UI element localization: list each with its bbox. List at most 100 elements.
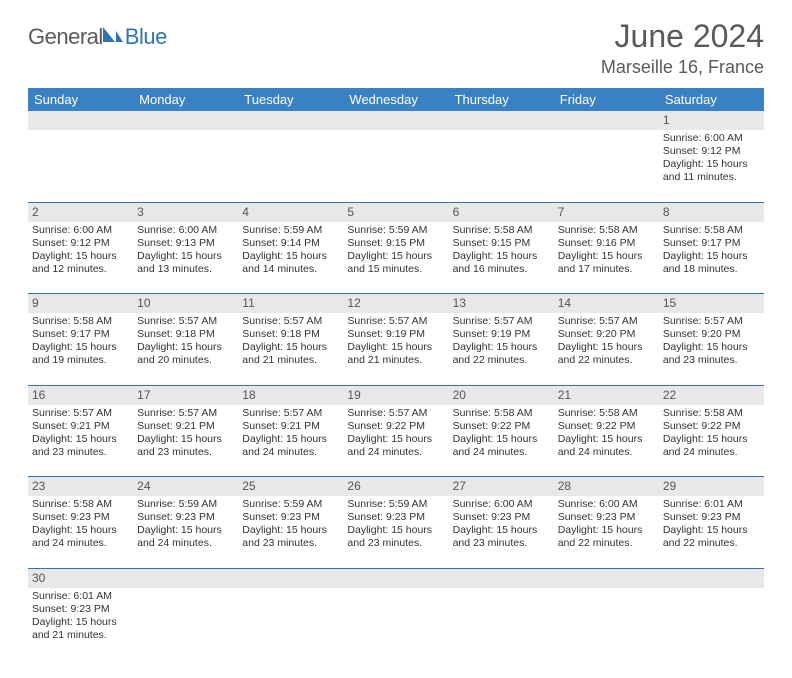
daylight-text: and 11 minutes.: [663, 171, 760, 184]
day-number: 2: [28, 202, 133, 222]
day-number: [343, 111, 448, 130]
day-number: 14: [554, 294, 659, 314]
daylight-text: Daylight: 15 hours: [347, 524, 444, 537]
daylight-text: and 24 minutes.: [558, 446, 655, 459]
daylight-text: Daylight: 15 hours: [242, 524, 339, 537]
day-number: 3: [133, 202, 238, 222]
daylight-text: and 23 minutes.: [453, 537, 550, 550]
day-number: 10: [133, 294, 238, 314]
daylight-text: and 23 minutes.: [137, 446, 234, 459]
daylight-text: and 14 minutes.: [242, 263, 339, 276]
day-number: 30: [28, 568, 133, 588]
daylight-text: Daylight: 15 hours: [32, 433, 129, 446]
day-cell: Sunrise: 6:01 AMSunset: 9:23 PMDaylight:…: [659, 496, 764, 568]
daynum-row: 23242526272829: [28, 477, 764, 497]
sunset-text: Sunset: 9:22 PM: [347, 420, 444, 433]
daylight-text: Daylight: 15 hours: [663, 433, 760, 446]
day-cell: Sunrise: 5:59 AMSunset: 9:15 PMDaylight:…: [343, 222, 448, 294]
day-number: 17: [133, 385, 238, 405]
daylight-text: and 24 minutes.: [347, 446, 444, 459]
day-number: 19: [343, 385, 448, 405]
sunrise-text: Sunrise: 5:58 AM: [558, 407, 655, 420]
sunset-text: Sunset: 9:23 PM: [663, 511, 760, 524]
day-cell: Sunrise: 6:00 AMSunset: 9:23 PMDaylight:…: [449, 496, 554, 568]
daylight-text: Daylight: 15 hours: [137, 341, 234, 354]
sunset-text: Sunset: 9:19 PM: [453, 328, 550, 341]
day-number: 20: [449, 385, 554, 405]
location: Marseille 16, France: [601, 57, 764, 78]
sunset-text: Sunset: 9:19 PM: [347, 328, 444, 341]
sunset-text: Sunset: 9:20 PM: [663, 328, 760, 341]
day-number: 26: [343, 477, 448, 497]
day-number: 15: [659, 294, 764, 314]
col-wednesday: Wednesday: [343, 88, 448, 111]
day-cell: Sunrise: 5:58 AMSunset: 9:22 PMDaylight:…: [659, 405, 764, 477]
day-cell: [238, 130, 343, 202]
day-cell: Sunrise: 5:57 AMSunset: 9:20 PMDaylight:…: [659, 313, 764, 385]
sunset-text: Sunset: 9:17 PM: [663, 237, 760, 250]
day-row: Sunrise: 6:00 AMSunset: 9:12 PMDaylight:…: [28, 130, 764, 202]
day-cell: [343, 588, 448, 660]
daylight-text: and 13 minutes.: [137, 263, 234, 276]
sunrise-text: Sunrise: 6:00 AM: [32, 224, 129, 237]
sunset-text: Sunset: 9:16 PM: [558, 237, 655, 250]
day-cell: Sunrise: 5:57 AMSunset: 9:21 PMDaylight:…: [133, 405, 238, 477]
day-cell: Sunrise: 5:59 AMSunset: 9:23 PMDaylight:…: [133, 496, 238, 568]
daylight-text: and 12 minutes.: [32, 263, 129, 276]
day-number: 18: [238, 385, 343, 405]
day-number: 5: [343, 202, 448, 222]
daylight-text: Daylight: 15 hours: [32, 524, 129, 537]
day-cell: [554, 130, 659, 202]
day-row: Sunrise: 5:58 AMSunset: 9:23 PMDaylight:…: [28, 496, 764, 568]
day-cell: Sunrise: 5:57 AMSunset: 9:18 PMDaylight:…: [238, 313, 343, 385]
daylight-text: and 23 minutes.: [347, 537, 444, 550]
daylight-text: and 21 minutes.: [347, 354, 444, 367]
day-number: [554, 568, 659, 588]
day-number: [238, 111, 343, 130]
daylight-text: and 24 minutes.: [242, 446, 339, 459]
day-cell: Sunrise: 5:57 AMSunset: 9:21 PMDaylight:…: [238, 405, 343, 477]
sunset-text: Sunset: 9:15 PM: [453, 237, 550, 250]
day-number: [449, 111, 554, 130]
daylight-text: Daylight: 15 hours: [137, 524, 234, 537]
col-thursday: Thursday: [449, 88, 554, 111]
day-cell: Sunrise: 5:57 AMSunset: 9:21 PMDaylight:…: [28, 405, 133, 477]
sunset-text: Sunset: 9:22 PM: [453, 420, 550, 433]
daylight-text: Daylight: 15 hours: [663, 158, 760, 171]
sunset-text: Sunset: 9:17 PM: [32, 328, 129, 341]
day-cell: Sunrise: 5:58 AMSunset: 9:15 PMDaylight:…: [449, 222, 554, 294]
daynum-row: 9101112131415: [28, 294, 764, 314]
daylight-text: and 22 minutes.: [663, 537, 760, 550]
daylight-text: and 19 minutes.: [32, 354, 129, 367]
daylight-text: Daylight: 15 hours: [347, 433, 444, 446]
day-cell: Sunrise: 6:01 AMSunset: 9:23 PMDaylight:…: [28, 588, 133, 660]
day-number: [133, 111, 238, 130]
day-number: 6: [449, 202, 554, 222]
sunrise-text: Sunrise: 5:57 AM: [242, 407, 339, 420]
day-cell: Sunrise: 5:57 AMSunset: 9:19 PMDaylight:…: [449, 313, 554, 385]
sunrise-text: Sunrise: 5:57 AM: [453, 315, 550, 328]
daylight-text: Daylight: 15 hours: [663, 524, 760, 537]
day-number: 11: [238, 294, 343, 314]
sunrise-text: Sunrise: 5:58 AM: [663, 407, 760, 420]
daylight-text: Daylight: 15 hours: [32, 616, 129, 629]
header-row: Sunday Monday Tuesday Wednesday Thursday…: [28, 88, 764, 111]
daylight-text: Daylight: 15 hours: [242, 341, 339, 354]
sunset-text: Sunset: 9:12 PM: [663, 145, 760, 158]
day-number: 22: [659, 385, 764, 405]
sunrise-text: Sunrise: 5:57 AM: [558, 315, 655, 328]
day-number: 25: [238, 477, 343, 497]
day-cell: Sunrise: 5:58 AMSunset: 9:22 PMDaylight:…: [449, 405, 554, 477]
daylight-text: and 22 minutes.: [558, 537, 655, 550]
sunrise-text: Sunrise: 5:59 AM: [242, 224, 339, 237]
day-cell: [238, 588, 343, 660]
daylight-text: Daylight: 15 hours: [663, 250, 760, 263]
day-cell: Sunrise: 5:58 AMSunset: 9:22 PMDaylight:…: [554, 405, 659, 477]
daylight-text: and 21 minutes.: [242, 354, 339, 367]
day-number: [28, 111, 133, 130]
daylight-text: Daylight: 15 hours: [558, 524, 655, 537]
day-number: [449, 568, 554, 588]
daylight-text: Daylight: 15 hours: [242, 433, 339, 446]
day-cell: [28, 130, 133, 202]
daylight-text: and 24 minutes.: [137, 537, 234, 550]
